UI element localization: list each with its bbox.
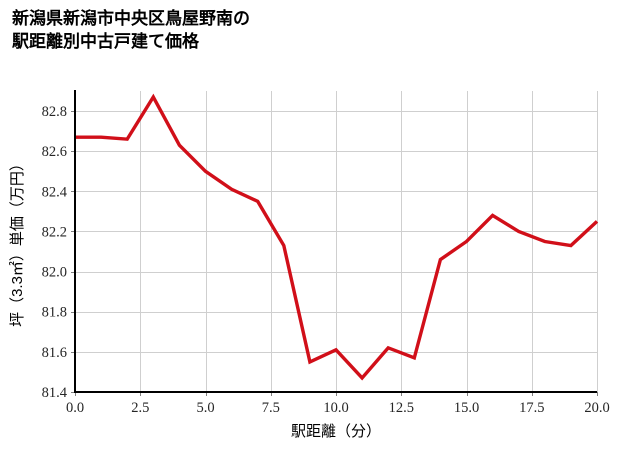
y-tick-labels-group: 81.4 81.6 81.8 82.0 82.2 82.4 82.6 82.8 (42, 104, 68, 401)
x-tick-label: 2.5 (131, 400, 149, 416)
x-tick-labels-group: 0.0 2.5 5.0 7.5 10.0 12.5 15.0 17.5 20.0 (66, 400, 610, 416)
gridlines-group (75, 91, 598, 393)
y-tick-label: 81.6 (42, 345, 67, 361)
x-tick-label: 15.0 (454, 400, 479, 416)
x-tick-label: 12.5 (389, 400, 414, 416)
y-tick-label: 82.0 (42, 265, 67, 281)
x-tick-label: 0.0 (66, 400, 84, 416)
y-tick-label: 82.2 (42, 224, 67, 240)
x-tick-label: 10.0 (323, 400, 348, 416)
series-group (75, 93, 599, 381)
x-tick-label: 17.5 (519, 400, 544, 416)
y-tick-label: 82.8 (42, 104, 67, 120)
y-tick-label: 81.4 (42, 385, 68, 401)
x-tick-label: 5.0 (196, 400, 214, 416)
y-tick-label: 82.6 (42, 144, 67, 160)
y-axis-title: 坪（3.3㎡）単価（万円） (9, 156, 26, 327)
x-tick-label: 20.0 (584, 400, 609, 416)
x-axis-title: 駅距離（分） (291, 422, 381, 440)
y-tick-label: 82.4 (42, 184, 68, 200)
x-tick-label: 7.5 (262, 400, 280, 416)
axis-lines-group (73, 90, 597, 394)
chart-title: 新潟県新潟市中央区鳥屋野南の 駅距離別中古戸建て価格 (12, 9, 250, 51)
tickmarks-group (71, 110, 599, 396)
series-line (75, 93, 599, 381)
y-tick-label: 81.8 (42, 305, 67, 321)
